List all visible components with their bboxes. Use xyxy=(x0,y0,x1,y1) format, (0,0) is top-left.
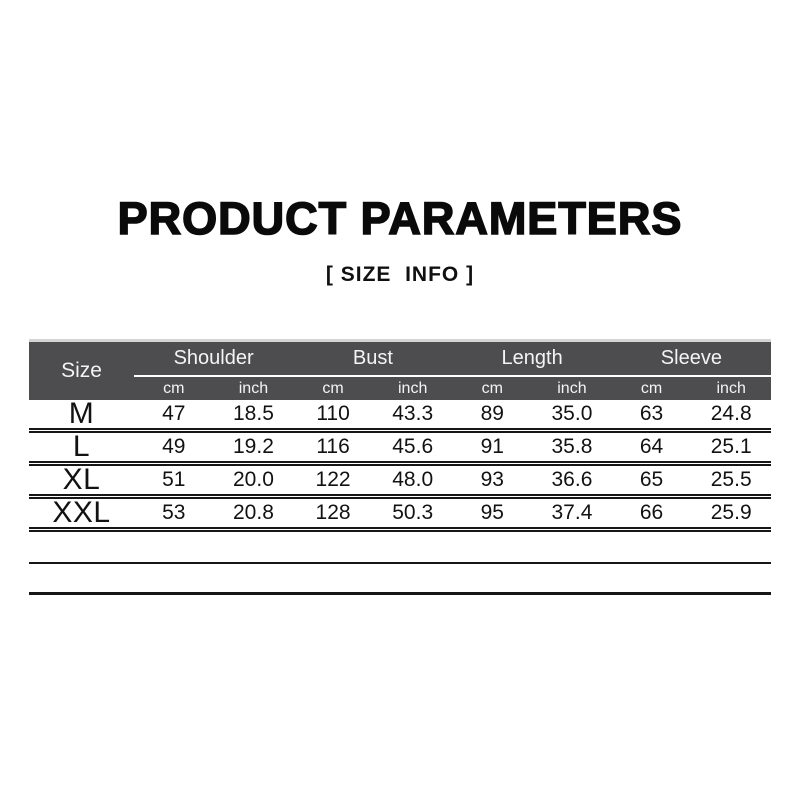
size-table-body: M 47 18.5 110 43.3 89 35.0 63 24.8 L 49 19.2 116 45.6… xyxy=(29,397,771,532)
table-top-strip xyxy=(29,339,771,342)
value-cell: 36.6 xyxy=(551,468,593,491)
unit-label: inch xyxy=(398,379,428,397)
value-cell: 37.4 xyxy=(551,501,593,524)
size-cell: M xyxy=(68,397,95,430)
column-group-label: Sleeve xyxy=(660,347,722,369)
size-cell: XL xyxy=(62,463,101,496)
unit-label: cm xyxy=(481,379,503,397)
size-column-header: Size xyxy=(61,359,102,382)
column-group-label: Shoulder xyxy=(173,347,254,369)
value-cell: 24.8 xyxy=(710,402,752,425)
value-cell: 93 xyxy=(480,468,504,491)
unit-label: cm xyxy=(322,379,344,397)
unit-label: cm xyxy=(163,379,185,397)
value-cell: 25.5 xyxy=(710,468,752,491)
value-cell: 65 xyxy=(639,468,664,491)
table-row: M 47 18.5 110 43.3 89 35.0 63 24.8 xyxy=(29,397,771,433)
size-table: Size Shoulder Bust Length Sleeve cm inch cm in… xyxy=(29,339,771,595)
column-group-row: Shoulder Bust Length Sleeve xyxy=(134,342,771,377)
column-group-label: Bust xyxy=(352,347,393,369)
value-cell: 91 xyxy=(480,435,504,458)
value-cell: 35.8 xyxy=(551,435,593,458)
unit-row: cm inch cm inch cm inch cm inch xyxy=(134,377,771,400)
unit-label: inch xyxy=(238,379,269,397)
value-cell: 116 xyxy=(316,435,350,458)
value-cell: 89 xyxy=(480,402,504,425)
table-row: L 49 19.2 116 45.6 91 35.8 64 25.1 xyxy=(29,430,771,466)
value-cell: 51 xyxy=(162,468,186,491)
value-cell: 49 xyxy=(162,435,186,458)
measure-columns-header: Shoulder Bust Length Sleeve cm inch cm inch cm i… xyxy=(134,342,771,400)
value-cell: 20.8 xyxy=(233,501,274,524)
table-row: XL 51 20.0 122 48.0 93 36.6 65 25.5 xyxy=(29,463,771,499)
table-row: XXL 53 20.8 128 50.3 95 37.4 66 25.9 xyxy=(29,496,771,532)
value-cell: 95 xyxy=(480,501,504,524)
unit-label: inch xyxy=(716,379,746,397)
value-cell: 50.3 xyxy=(392,501,434,524)
size-table-header: Size Shoulder Bust Length Sleeve cm inch cm in… xyxy=(29,342,771,400)
empty-row xyxy=(29,564,771,595)
value-cell: 19.2 xyxy=(233,435,274,458)
value-cell: 63 xyxy=(639,402,664,425)
value-cell: 43.3 xyxy=(392,402,434,425)
value-cell: 35.0 xyxy=(551,402,593,425)
value-cell: 128 xyxy=(315,501,351,524)
value-cell: 122 xyxy=(315,468,351,491)
unit-label: cm xyxy=(640,379,663,397)
page-subtitle: [ SIZE INFO ] xyxy=(325,263,475,286)
value-cell: 53 xyxy=(162,501,186,524)
value-cell: 25.1 xyxy=(710,435,752,458)
size-cell: L xyxy=(72,430,91,463)
column-group-label: Length xyxy=(501,347,563,369)
value-cell: 18.5 xyxy=(233,402,274,425)
size-cell: XXL xyxy=(52,496,111,529)
page-title: PRODUCT PARAMETERS xyxy=(117,193,683,244)
value-cell: 48.0 xyxy=(392,468,434,491)
value-cell: 110 xyxy=(316,402,350,425)
unit-label: inch xyxy=(557,379,587,397)
value-cell: 47 xyxy=(162,402,186,425)
value-cell: 64 xyxy=(639,435,664,458)
value-cell: 45.6 xyxy=(392,435,434,458)
value-cell: 66 xyxy=(639,501,664,524)
value-cell: 25.9 xyxy=(710,501,752,524)
empty-row xyxy=(29,532,771,564)
value-cell: 20.0 xyxy=(233,468,274,491)
